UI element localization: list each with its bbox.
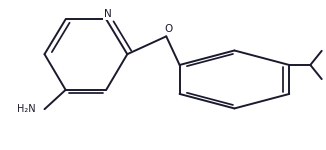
Text: N: N [104, 9, 112, 19]
Text: H₂N: H₂N [17, 104, 36, 114]
Text: O: O [165, 24, 173, 34]
